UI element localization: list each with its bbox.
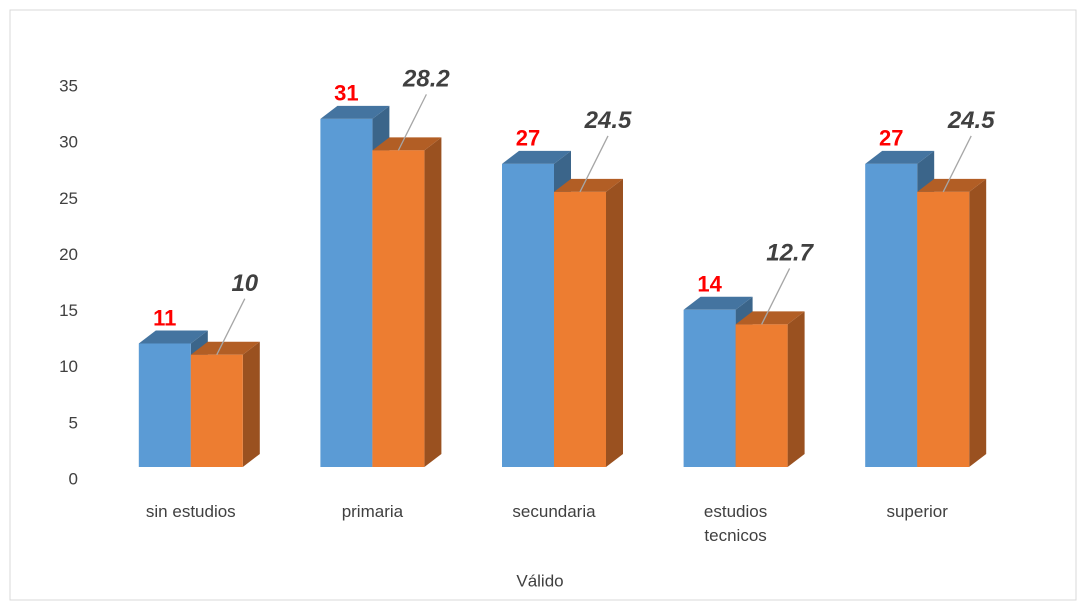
bar-top (683, 296, 753, 310)
data-label: 11 (153, 305, 176, 330)
bar-top (917, 178, 987, 192)
data-label: 24.5 (584, 107, 632, 134)
bar-side (242, 341, 260, 467)
bar-top (372, 137, 442, 151)
bar-front (502, 163, 554, 468)
y-tick-label: 15 (59, 301, 78, 320)
x-tick-label: estudios tecnicos (703, 502, 768, 545)
data-label: 28.2 (402, 66, 450, 93)
bar-side (606, 178, 623, 467)
bar (554, 178, 623, 467)
bar-front (735, 324, 788, 467)
bar (372, 137, 442, 467)
bar-side (787, 311, 805, 467)
data-label: 12.7 (766, 240, 814, 267)
y-tick-label: 20 (59, 245, 78, 264)
bar-top (138, 330, 208, 344)
leader-line (397, 94, 427, 151)
bar (735, 311, 805, 467)
y-tick-label: 5 (69, 413, 78, 432)
leader-line (216, 298, 246, 356)
data-label: 27 (516, 126, 540, 151)
data-label: 24.5 (947, 107, 995, 134)
y-tick-label: 30 (59, 133, 78, 152)
bar-front (320, 118, 373, 468)
y-tick-label: 35 (59, 76, 78, 95)
bar-front (917, 191, 970, 467)
leader-line (761, 268, 791, 325)
bar-top (502, 150, 571, 164)
bar-top (865, 150, 935, 164)
leader-line (942, 135, 972, 193)
x-tick-label: secundaria (512, 502, 596, 521)
bar-top (320, 105, 390, 119)
x-tick-label: primaria (341, 502, 404, 521)
bar-front (554, 191, 606, 467)
bar-side (969, 178, 987, 467)
x-tick-label: superior (886, 502, 948, 521)
bar-front (372, 150, 425, 467)
x-axis-title: Válido (516, 571, 563, 590)
leader-line (579, 135, 609, 193)
data-label: 10 (231, 270, 258, 297)
bar-top (554, 178, 623, 192)
bar-front (865, 163, 918, 468)
y-tick-label: 0 (69, 469, 78, 488)
bar-front (190, 354, 243, 467)
bar (190, 341, 260, 467)
x-tick-label: sin estudios (145, 502, 236, 521)
y-tick-label: 10 (59, 357, 78, 376)
data-label: 14 (697, 272, 722, 297)
bar-top (190, 341, 260, 355)
data-label: 27 (879, 126, 903, 151)
bar (917, 178, 987, 467)
bar-front (683, 309, 736, 467)
bar-front (138, 343, 191, 467)
bar-side (424, 137, 442, 467)
y-tick-label: 25 (59, 189, 78, 208)
data-label: 31 (334, 81, 358, 106)
bar-top (735, 311, 805, 325)
